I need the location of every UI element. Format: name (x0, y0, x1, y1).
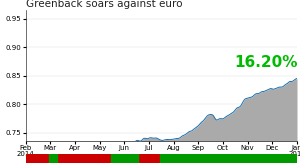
Bar (111, 154, 138, 163)
Text: 16.20%: 16.20% (235, 55, 298, 70)
Bar (49, 154, 57, 163)
Bar (57, 154, 111, 163)
Bar (26, 154, 49, 163)
Text: Greenback soars against euro: Greenback soars against euro (26, 0, 182, 9)
Bar (160, 154, 297, 163)
Bar (138, 154, 160, 163)
